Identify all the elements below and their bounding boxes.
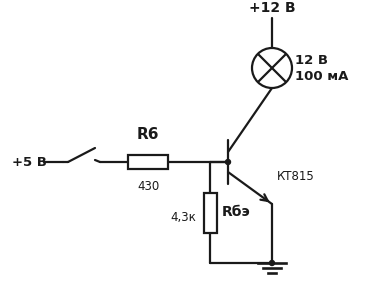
Circle shape [226,159,231,164]
Text: +5 В: +5 В [12,156,47,168]
Circle shape [269,260,274,265]
Text: КТ815: КТ815 [277,171,315,183]
Text: 430: 430 [137,180,159,193]
Circle shape [252,48,292,88]
Bar [204,193,216,233]
Text: R6: R6 [137,127,159,142]
Text: +12 В: +12 В [249,1,295,15]
Text: 100 мА: 100 мА [295,69,348,83]
Text: 4,3к: 4,3к [170,211,196,224]
Text: Rбэ: Rбэ [222,205,251,219]
Text: 12 В: 12 В [295,54,328,67]
Bar [128,155,168,169]
